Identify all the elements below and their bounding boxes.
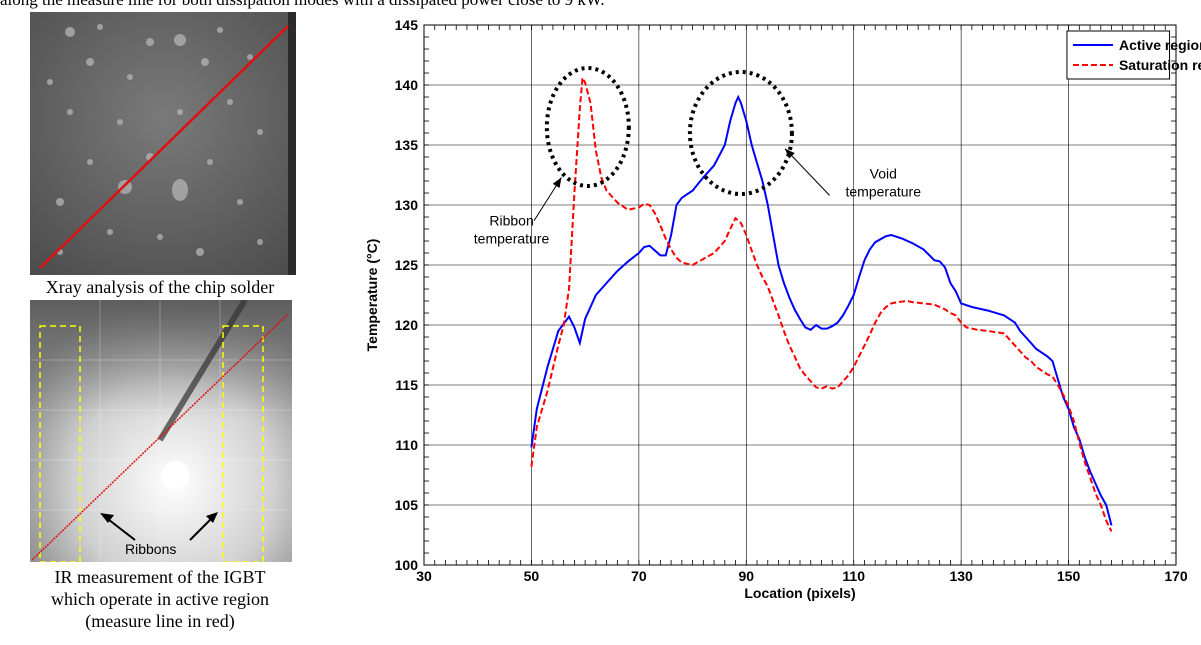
legend-box (1066, 30, 1171, 80)
y-tick-label: 115 (395, 377, 418, 393)
xray-image (30, 12, 296, 275)
annotation-text: temperature (846, 184, 922, 200)
series-line-active-region (530, 94, 1113, 526)
ir-caption-line: (measure line in red) (85, 611, 235, 631)
ribbon-arrow-head (552, 177, 562, 188)
x-tick-label: 110 (842, 568, 865, 584)
xray-caption: Xray analysis of the chip solder (45, 277, 275, 297)
axis-ticks: 30 50 70 90 110 130 150 170 100 105 110 115 120 125 13… (395, 17, 1188, 584)
void-arrow-head (784, 148, 795, 159)
legend-entry: Saturation region (1119, 57, 1201, 73)
temperature-chart: 30 50 70 90 110 130 150 170 100 105 110 115 120 125 13… (364, 17, 1201, 601)
y-tick-label: 140 (395, 77, 419, 93)
y-tick-label: 100 (395, 557, 419, 573)
void-ellipse (687, 70, 794, 196)
ir-caption-line: which operate in active region (51, 589, 269, 609)
x-tick-label: 30 (416, 568, 432, 584)
ribbons-label: Ribbons (125, 541, 176, 557)
legend-entry: Active region (1119, 37, 1201, 53)
y-axis-label: Temperature (°C) (364, 239, 380, 352)
ribbon-ellipse (544, 66, 631, 188)
y-tick-label: 135 (395, 137, 419, 153)
x-tick-label: 130 (949, 568, 973, 584)
series-line-saturation-region (530, 74, 1113, 532)
chart-annotations: Ribbon temperature Void temperature (474, 66, 922, 246)
header-text: along the measure line for both dissipat… (0, 0, 1201, 10)
y-tick-label: 105 (395, 497, 419, 513)
annotation-text: temperature (474, 230, 550, 246)
ir-caption: IR measurement of the IGBT which operate… (0, 566, 320, 632)
annotation-text: Void (870, 166, 897, 182)
x-tick-label: 70 (631, 568, 647, 584)
void-arrow-line (784, 148, 830, 196)
x-tick-label: 150 (1057, 568, 1081, 584)
x-tick-label: 50 (524, 568, 540, 584)
chart-grid (423, 24, 1177, 566)
x-tick-label: 170 (1164, 568, 1188, 584)
chart-series (530, 74, 1113, 532)
y-tick-label: 110 (395, 437, 418, 453)
y-tick-label: 145 (395, 17, 419, 33)
chart-legend: Active region Saturation region (1066, 30, 1201, 80)
y-tick-label: 130 (395, 197, 419, 213)
plot-frame (423, 24, 1177, 566)
y-tick-label: 120 (395, 317, 419, 333)
y-tick-label: 125 (395, 257, 419, 273)
ir-image: Ribbons (30, 300, 292, 562)
annotation-text: Ribbon (489, 212, 533, 228)
ir-caption-line: IR measurement of the IGBT (54, 567, 266, 587)
x-tick-label: 90 (738, 568, 754, 584)
x-axis-label: Location (pixels) (744, 585, 855, 601)
